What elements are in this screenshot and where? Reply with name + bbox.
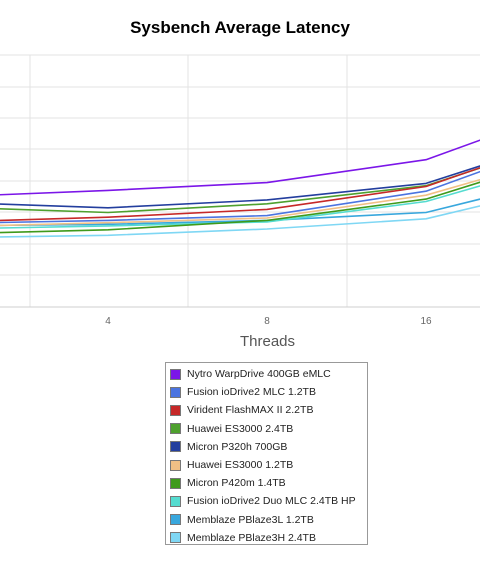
legend-swatch xyxy=(170,423,181,435)
x-tick-label: 4 xyxy=(105,316,111,327)
legend-label: Fusion ioDrive2 MLC 1.2TB xyxy=(187,386,316,399)
legend-item: Huawei ES3000 1.2TB xyxy=(170,456,363,474)
legend-item: Nytro WarpDrive 400GB eMLC xyxy=(170,365,363,383)
legend-swatch xyxy=(170,459,181,471)
legend-item: Fusion ioDrive2 Duo MLC 2.4TB HP xyxy=(170,492,363,510)
series-line xyxy=(0,205,480,238)
legend-label: Micron P420m 1.4TB xyxy=(187,477,286,490)
chart-title: Sysbench Average Latency xyxy=(130,18,350,37)
x-axis-label: Threads xyxy=(239,333,296,350)
legend-swatch xyxy=(170,404,181,416)
series-line xyxy=(0,170,480,224)
series-line xyxy=(0,165,480,209)
plot-area: 4 8 16 xyxy=(0,54,480,327)
legend-label: Huawei ES3000 2.4TB xyxy=(187,422,294,435)
series-line xyxy=(0,181,480,234)
legend-label: Nytro WarpDrive 400GB eMLC xyxy=(187,368,331,381)
legend-label: Huawei ES3000 1.2TB xyxy=(187,459,294,472)
legend-swatch xyxy=(170,386,181,398)
legend-label: Virident FlashMAX II 2.2TB xyxy=(187,404,314,417)
legend-swatch xyxy=(170,477,181,489)
legend-swatch xyxy=(170,368,181,380)
legend-item: Micron P420m 1.4TB xyxy=(170,474,363,492)
legend: Nytro WarpDrive 400GB eMLC Fusion ioDrive… xyxy=(165,362,368,545)
series-line xyxy=(0,185,480,229)
legend-item: Huawei ES3000 2.4TB xyxy=(170,420,363,438)
legend-swatch xyxy=(170,532,181,544)
legend-label: Memblaze PBlaze3L 1.2TB xyxy=(187,513,314,526)
legend-label: Micron P320h 700GB xyxy=(187,440,288,453)
legend-swatch xyxy=(170,495,181,507)
legend-swatch xyxy=(170,514,181,526)
series-line xyxy=(0,139,480,196)
series-line xyxy=(0,166,480,222)
legend-item: Micron P320h 700GB xyxy=(170,438,363,456)
legend-swatch xyxy=(170,441,181,453)
x-tick-label: 8 xyxy=(264,316,270,327)
legend-item: Fusion ioDrive2 MLC 1.2TB xyxy=(170,383,363,401)
legend-item: Virident FlashMAX II 2.2TB xyxy=(170,401,363,419)
series-line xyxy=(0,178,480,227)
legend-item: Memblaze PBlaze3H 2.4TB xyxy=(170,529,363,547)
x-tick-label: 16 xyxy=(420,316,432,327)
legend-item: Memblaze PBlaze3L 1.2TB xyxy=(170,511,363,529)
legend-label: Memblaze PBlaze3H 2.4TB xyxy=(187,531,316,544)
legend-label: Fusion ioDrive2 Duo MLC 2.4TB HP xyxy=(187,495,356,508)
